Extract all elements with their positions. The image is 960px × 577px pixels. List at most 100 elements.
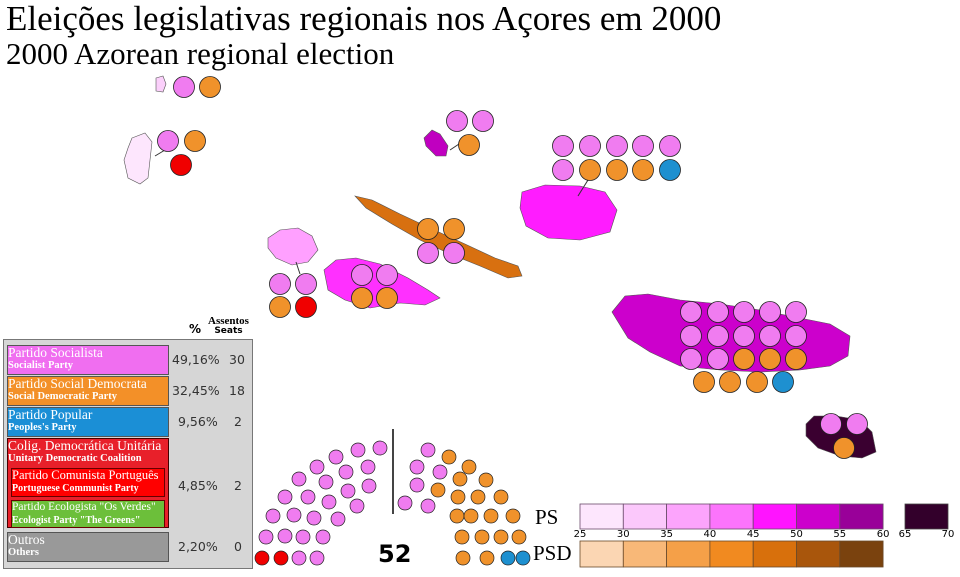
parliament-seat — [300, 489, 316, 505]
party-pp: Partido Popular Peoples's Party — [7, 407, 169, 437]
island-seat — [443, 242, 465, 264]
island-seat — [269, 296, 291, 318]
party-name: Partido Socialista — [8, 345, 103, 360]
ps-scale-swatch — [709, 503, 754, 530]
island-seat — [733, 325, 755, 347]
island-seat — [269, 273, 291, 295]
party-name: Colig. Democrática Unitária — [8, 438, 162, 453]
island-seat — [759, 325, 781, 347]
parliament-seat — [479, 550, 495, 566]
island-seat — [680, 348, 702, 370]
parliament-seat — [258, 529, 274, 545]
parliament-seat — [432, 464, 448, 480]
parliament-seat — [397, 495, 413, 511]
island-seat — [707, 348, 729, 370]
parliament-seat — [493, 489, 509, 505]
psd-scale-label: PSD — [533, 541, 572, 565]
parliament-seat — [463, 508, 479, 524]
island-seat — [785, 325, 807, 347]
island-seat — [199, 76, 221, 98]
island-sao-jorge — [354, 195, 523, 279]
parliament-seat — [291, 550, 307, 566]
seats-header-pt: Assentos — [208, 315, 249, 327]
parliament-seat — [452, 471, 468, 487]
island-seat — [579, 159, 601, 181]
leader-line — [295, 261, 301, 275]
parliament-seat — [277, 489, 293, 505]
parliament-seat — [350, 442, 366, 458]
party-name-en: Ecologist Party "The Greens" — [12, 515, 141, 526]
parliament-seat — [511, 529, 527, 545]
scale-tick: 60 — [876, 529, 890, 540]
parliament-seat — [470, 489, 486, 505]
psd-scale-swatch — [752, 540, 797, 568]
parliament-seat — [360, 459, 376, 475]
parliament-seat — [338, 464, 354, 480]
island-seat — [772, 371, 794, 393]
scale-tick: 40 — [703, 529, 717, 540]
island-seat — [659, 135, 681, 157]
island-seat — [833, 437, 855, 459]
party-name-en: Unitary Democratic Coalition — [8, 453, 142, 464]
cdu-seats: 2 — [234, 478, 242, 493]
island-seat — [579, 135, 601, 157]
parliament-seat — [277, 528, 293, 544]
ps-scale-swatch — [796, 503, 841, 530]
island-terceira — [519, 184, 618, 241]
party-name: Partido Popular — [8, 407, 93, 422]
island-corvo — [155, 75, 167, 93]
island-sao-miguel — [611, 293, 851, 373]
island-seat — [785, 348, 807, 370]
island-seat — [295, 273, 317, 295]
parliament-seat — [295, 529, 311, 545]
party-psd: Partido Social Democrata Social Democrati… — [7, 376, 169, 406]
parliament-seat — [409, 459, 425, 475]
island-seat — [707, 301, 729, 323]
scale-tick: 65 — [898, 529, 912, 540]
psd-scale-swatch — [666, 540, 711, 568]
ps-scale-label: PS — [535, 505, 559, 529]
parliament-seat — [420, 498, 436, 514]
parliament-seat — [306, 510, 322, 526]
parliament-seat — [265, 508, 281, 524]
parliament-seat — [372, 440, 388, 456]
total-seats: 52 — [378, 540, 412, 568]
island-seat — [446, 110, 468, 132]
parliament-seat — [409, 477, 425, 493]
cdu-pct: 4,85% — [178, 478, 218, 493]
scale-tick: 70 — [941, 529, 955, 540]
island-seat — [680, 325, 702, 347]
party-name: Outros — [8, 532, 45, 547]
others-seats: 0 — [234, 539, 242, 554]
party-name-en: Social Democratic Party — [8, 391, 118, 402]
parliament-seat — [321, 494, 337, 510]
island-seat — [351, 264, 373, 286]
pct-header: % — [189, 322, 202, 336]
party-name-en: Peoples's Party — [8, 422, 77, 433]
island-flores — [123, 132, 153, 185]
island-faial — [267, 227, 319, 266]
party-pev: Partido Ecologista "Os Verdes" Ecologist … — [11, 500, 165, 528]
island-seat — [659, 159, 681, 181]
island-seat — [680, 301, 702, 323]
parliament-seat — [349, 498, 365, 514]
party-others: Outros Others — [7, 532, 169, 562]
subtitle: 2000 Azorean regional election — [6, 36, 395, 71]
parliament-seat — [478, 472, 494, 488]
parliament-seat — [461, 459, 477, 475]
parliament-seat — [454, 529, 470, 545]
seats-header: Assentos Seats — [208, 315, 249, 337]
party-name: Partido Ecologista "Os Verdes" — [12, 501, 156, 513]
ps-seats: 30 — [229, 352, 245, 367]
island-seat — [472, 110, 494, 132]
island-seat — [733, 348, 755, 370]
parliament-seat — [500, 550, 516, 566]
island-seat — [173, 76, 195, 98]
parliament-seat — [441, 449, 457, 465]
island-seat — [376, 264, 398, 286]
psd-scale-swatch — [622, 540, 667, 568]
ps-scale-swatch-extra — [904, 503, 949, 530]
parliament-seat — [483, 508, 499, 524]
psd-seats: 18 — [229, 383, 245, 398]
ps-scale-swatch — [666, 503, 711, 530]
